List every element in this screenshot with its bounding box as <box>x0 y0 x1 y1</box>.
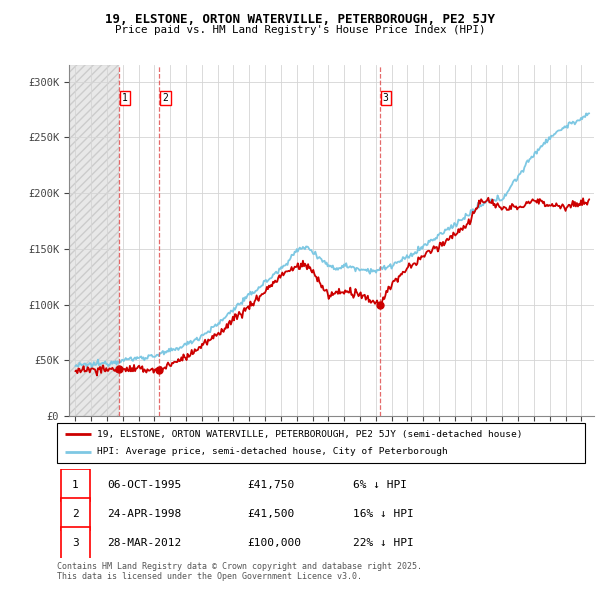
FancyBboxPatch shape <box>61 498 90 530</box>
FancyBboxPatch shape <box>61 469 90 501</box>
Text: 16% ↓ HPI: 16% ↓ HPI <box>353 509 413 519</box>
Text: 22% ↓ HPI: 22% ↓ HPI <box>353 539 413 548</box>
Text: 1: 1 <box>122 93 128 103</box>
Text: 3: 3 <box>383 93 389 103</box>
Text: 1: 1 <box>72 480 79 490</box>
Text: HPI: Average price, semi-detached house, City of Peterborough: HPI: Average price, semi-detached house,… <box>97 447 448 457</box>
Text: Price paid vs. HM Land Registry's House Price Index (HPI): Price paid vs. HM Land Registry's House … <box>115 25 485 35</box>
Text: £41,500: £41,500 <box>247 509 295 519</box>
Text: Contains HM Land Registry data © Crown copyright and database right 2025.
This d: Contains HM Land Registry data © Crown c… <box>57 562 422 581</box>
Text: 19, ELSTONE, ORTON WATERVILLE, PETERBOROUGH, PE2 5JY (semi-detached house): 19, ELSTONE, ORTON WATERVILLE, PETERBORO… <box>97 430 522 439</box>
FancyBboxPatch shape <box>61 527 90 559</box>
Text: £100,000: £100,000 <box>247 539 301 548</box>
Text: 3: 3 <box>72 539 79 548</box>
Text: £41,750: £41,750 <box>247 480 295 490</box>
Text: 2: 2 <box>72 509 79 519</box>
Text: 6% ↓ HPI: 6% ↓ HPI <box>353 480 407 490</box>
Text: 06-OCT-1995: 06-OCT-1995 <box>107 480 181 490</box>
Text: 2: 2 <box>163 93 169 103</box>
Text: 24-APR-1998: 24-APR-1998 <box>107 509 181 519</box>
Text: 28-MAR-2012: 28-MAR-2012 <box>107 539 181 548</box>
Text: 19, ELSTONE, ORTON WATERVILLE, PETERBOROUGH, PE2 5JY: 19, ELSTONE, ORTON WATERVILLE, PETERBORO… <box>105 13 495 26</box>
